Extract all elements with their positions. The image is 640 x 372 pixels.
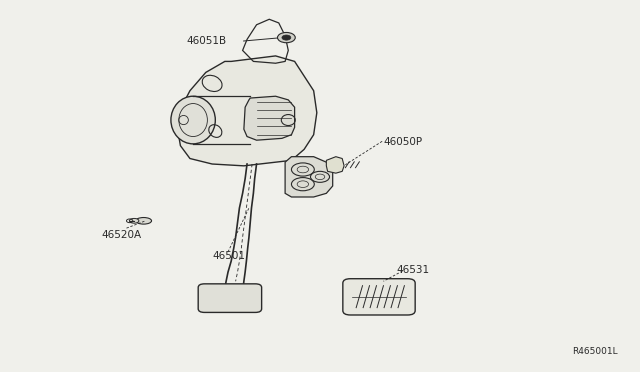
Ellipse shape xyxy=(136,218,152,224)
Polygon shape xyxy=(177,56,317,166)
Text: 46051B: 46051B xyxy=(187,36,227,46)
Text: 46050P: 46050P xyxy=(383,137,422,147)
Polygon shape xyxy=(285,157,333,197)
Ellipse shape xyxy=(129,218,139,223)
FancyBboxPatch shape xyxy=(343,279,415,315)
Polygon shape xyxy=(244,96,294,140)
FancyBboxPatch shape xyxy=(198,284,262,312)
Text: 46531: 46531 xyxy=(396,265,429,275)
Text: 46520A: 46520A xyxy=(101,231,141,240)
Polygon shape xyxy=(326,157,344,173)
Ellipse shape xyxy=(171,96,215,144)
Text: 46501: 46501 xyxy=(212,251,245,261)
Text: R465001L: R465001L xyxy=(573,347,618,356)
Circle shape xyxy=(278,32,295,43)
Circle shape xyxy=(282,35,291,40)
